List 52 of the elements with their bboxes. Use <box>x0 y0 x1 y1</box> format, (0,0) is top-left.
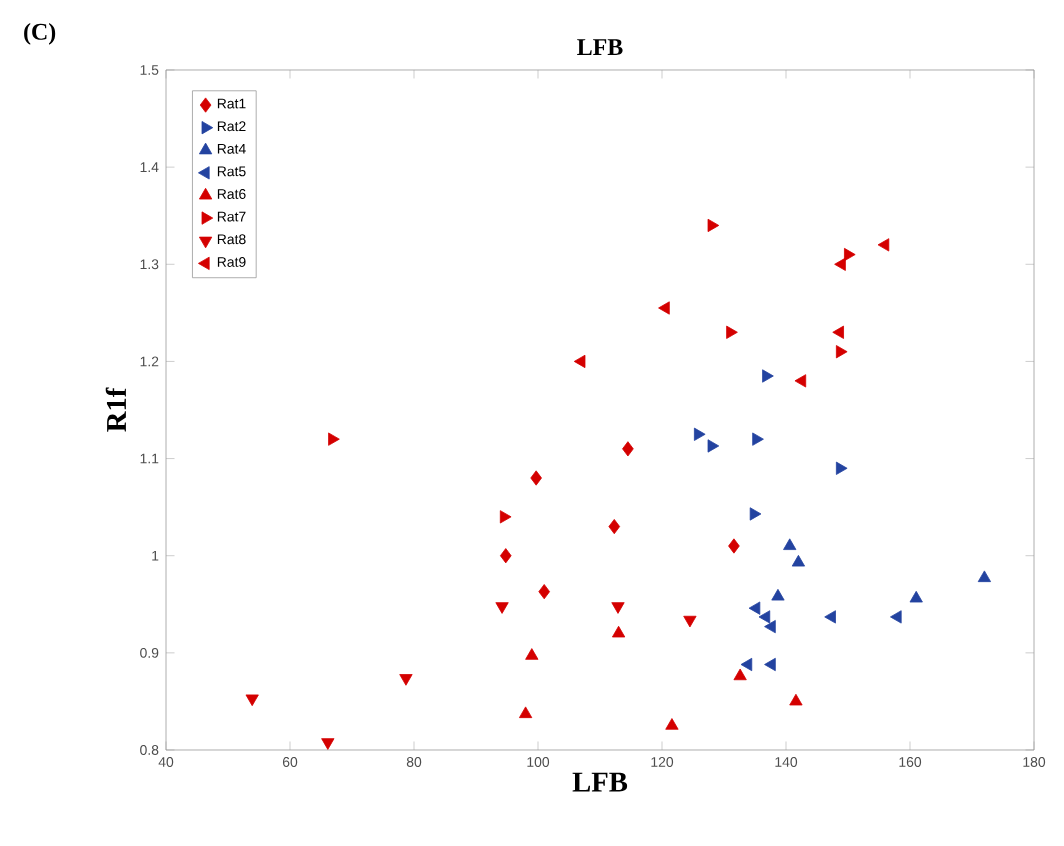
point <box>890 610 902 624</box>
point <box>832 325 844 339</box>
point <box>495 602 509 614</box>
point <box>844 247 856 262</box>
point <box>707 218 720 233</box>
point <box>835 461 848 475</box>
point <box>683 615 697 628</box>
point <box>789 693 803 706</box>
point <box>611 602 625 614</box>
y-axis-title: R1f <box>105 387 126 432</box>
point <box>499 548 512 564</box>
point <box>909 590 923 603</box>
point <box>622 441 634 457</box>
point <box>693 427 706 441</box>
point <box>835 345 848 359</box>
chart-title: LFB <box>577 39 623 55</box>
point <box>726 325 738 339</box>
point <box>518 706 533 719</box>
point <box>824 610 836 624</box>
point <box>245 694 259 707</box>
point <box>658 301 670 315</box>
point <box>794 374 807 388</box>
point <box>665 718 679 730</box>
point <box>791 554 806 567</box>
x-axis-title: LFB <box>572 772 628 792</box>
point <box>758 610 771 624</box>
point <box>707 439 720 453</box>
point <box>608 518 621 535</box>
point <box>834 257 846 271</box>
point <box>764 620 776 634</box>
point <box>573 354 586 369</box>
point <box>728 538 740 554</box>
point <box>752 432 764 446</box>
point <box>877 238 890 252</box>
point <box>525 648 539 660</box>
point <box>538 584 550 600</box>
point <box>399 674 413 686</box>
point <box>771 588 785 601</box>
point <box>748 601 761 615</box>
point <box>749 507 762 521</box>
point <box>977 570 992 583</box>
point <box>764 657 776 672</box>
point <box>783 538 797 550</box>
point <box>733 668 747 681</box>
point <box>530 470 542 486</box>
point <box>499 510 512 524</box>
text: (C) <box>24 23 56 45</box>
point <box>611 625 626 638</box>
point <box>740 657 753 672</box>
point <box>762 369 774 383</box>
point <box>328 432 340 446</box>
point <box>321 738 335 750</box>
